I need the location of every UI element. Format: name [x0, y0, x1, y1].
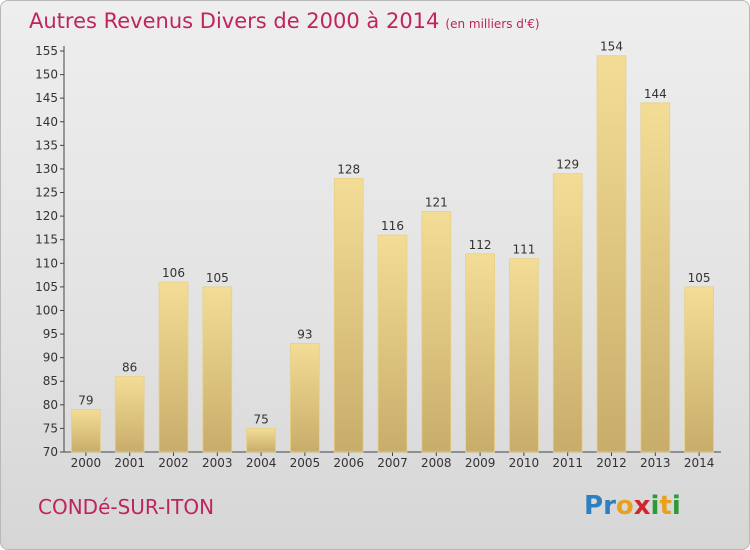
bar [290, 343, 320, 453]
y-tick-label: 95 [43, 327, 58, 341]
y-tick-label: 120 [35, 209, 58, 223]
data-label: 154 [600, 40, 623, 54]
x-tick-label: 2013 [640, 456, 671, 470]
data-label: 129 [556, 158, 579, 172]
y-tick-label: 85 [43, 374, 58, 388]
data-label: 116 [381, 219, 404, 233]
bar [421, 210, 452, 453]
data-label: 144 [644, 87, 667, 101]
y-tick-label: 140 [35, 115, 58, 129]
bars [71, 55, 714, 453]
bar [202, 286, 233, 453]
x-tick-label: 2012 [596, 456, 627, 470]
bar [377, 234, 408, 453]
x-tick-label: 2002 [158, 456, 189, 470]
y-tick-label: 105 [35, 280, 58, 294]
y-tick-label: 70 [43, 445, 58, 459]
bar [465, 253, 495, 453]
y-tick-label: 75 [43, 421, 58, 435]
y-tick-label: 145 [35, 91, 58, 105]
data-label: 106 [162, 266, 185, 280]
x-tick-label: 2010 [509, 456, 540, 470]
y-tick-label: 155 [35, 44, 58, 58]
x-tick-label: 2011 [552, 456, 583, 470]
data-label: 105 [206, 271, 229, 285]
x-tick-label: 2006 [333, 456, 364, 470]
x-tick-label: 2000 [71, 456, 102, 470]
chart-subtitle: (en milliers d'€) [445, 17, 540, 31]
bar [596, 55, 627, 453]
logo-letter: o [615, 491, 634, 521]
logo-letter: i [671, 491, 681, 521]
x-tick-label: 2001 [114, 456, 145, 470]
data-label: 79 [78, 394, 93, 408]
bar [71, 409, 101, 453]
x-tick-label: 2014 [684, 456, 715, 470]
data-label: 93 [297, 327, 312, 341]
data-label: 111 [512, 243, 535, 257]
value-labels: 79 86 106 105 75 93 128 116 121 112 111 129 154 144 10… [78, 40, 710, 427]
bar [246, 428, 276, 453]
y-tick-label: 130 [35, 162, 58, 176]
y-tick-label: 80 [43, 398, 58, 412]
logo-letter: t [659, 491, 672, 521]
x-tick-label: 2007 [377, 456, 408, 470]
location-name: CONDé-SUR-ITON [38, 495, 215, 519]
bar [158, 281, 189, 453]
title-text: Autres Revenus Divers de 2000 à 2014 [29, 9, 440, 33]
x-tick-label: 2003 [202, 456, 233, 470]
y-tick-label: 135 [35, 138, 58, 152]
y-tick-label: 90 [43, 351, 58, 365]
bar [509, 258, 539, 453]
axes: 70 75 80 85 90 95 100 105 110 115 120 125 130 135 140 1… [35, 44, 721, 470]
data-label: 128 [337, 162, 360, 176]
y-tick-label: 110 [35, 256, 58, 270]
data-label: 75 [253, 412, 268, 426]
x-tick-label: 2004 [246, 456, 277, 470]
bar [684, 286, 714, 453]
logo-letter: r [603, 491, 616, 521]
bar [640, 102, 671, 453]
y-tick-label: 115 [35, 233, 58, 247]
data-label: 121 [425, 195, 448, 209]
y-tick-label: 150 [35, 68, 58, 82]
chart-title: Autres Revenus Divers de 2000 à 2014 (en … [29, 9, 540, 33]
bar [333, 177, 364, 453]
bar [114, 376, 145, 453]
data-label: 105 [688, 271, 711, 285]
proxiti-logo: Proxiti [584, 491, 681, 521]
x-tick-label: 2009 [465, 456, 496, 470]
logo-letter: x [633, 491, 651, 521]
logo-letter: i [650, 491, 660, 521]
data-label: 86 [122, 361, 137, 375]
data-label: 112 [469, 238, 492, 252]
y-tick-label: 125 [35, 186, 58, 200]
bar [552, 173, 583, 453]
logo-letter: P [584, 491, 604, 521]
x-tick-label: 2008 [421, 456, 452, 470]
x-tick-label: 2005 [290, 456, 321, 470]
y-tick-label: 100 [35, 303, 58, 317]
